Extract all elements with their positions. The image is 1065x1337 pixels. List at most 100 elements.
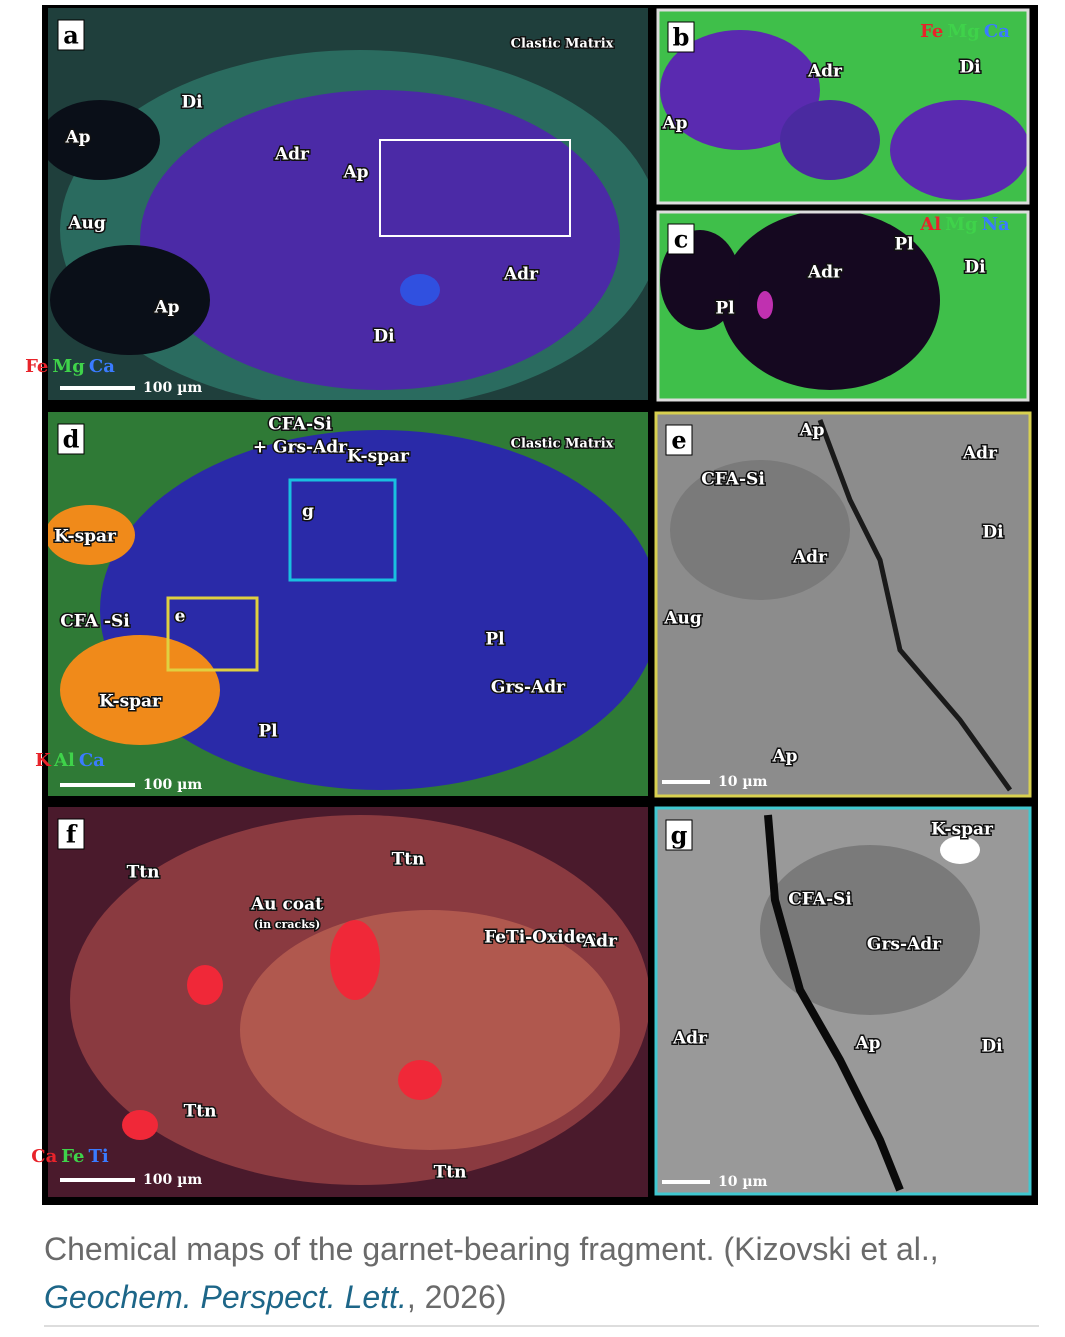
texture [50,245,210,355]
panel-image [48,807,648,1197]
legend-item: K [35,750,52,771]
label: Adr [274,145,310,165]
panel-letter: b [673,23,690,52]
panel-border [656,210,1030,402]
label: CFA-Si [788,890,852,910]
texture [100,430,648,790]
label: e [175,607,186,627]
label: + Grs-Adr [253,438,348,458]
texture [60,635,220,745]
letter-box [57,19,85,51]
journal: Geochem. Perspect. Lett. [44,1279,407,1315]
legend: Fe Mg Ca [25,356,115,377]
texture [166,596,259,672]
caption: Chemical maps of the garnet-bearing frag… [44,1225,1004,1321]
panel-border [654,411,1032,798]
texture [940,836,980,864]
label: K-spar [347,447,410,467]
letter-box [667,21,695,53]
label: Pl [715,299,735,319]
label: Pl [485,630,505,650]
label: Ap [854,1034,880,1054]
panel-border [656,8,1030,205]
texture [890,100,1028,200]
panel: a Clastic Matrix Di Ap Adr Ap Aug Adr Ap Di Fe Mg Ca… [25,8,648,400]
texture [660,30,820,150]
legend-item: Mg [945,214,978,235]
letter-box [667,223,695,255]
legend: K Al Ca [35,750,105,771]
label: K-spar [99,692,162,712]
scale-label: 100 µm [143,1172,202,1188]
texture [764,814,904,1192]
texture [330,920,380,1000]
letter-box [665,424,693,456]
label: (in cracks) [254,918,321,931]
label: Aug [663,609,702,629]
label: Clastic Matrix [511,37,614,52]
legend-item: Ca [984,21,1010,42]
texture [288,478,397,582]
legend-item: Fe [920,21,943,42]
label: Ap [771,747,797,767]
label: Ap [798,421,824,441]
label: CFA -Si [60,612,130,632]
label: Ttn [392,850,425,870]
label: Au coat [250,895,323,915]
legend-item: Ca [31,1146,57,1167]
label: Di [373,327,395,347]
texture [398,1060,442,1100]
label: Ttn [127,863,160,883]
legend-item: Fe [25,356,48,377]
label: Adr [807,263,843,283]
legend-item: Al [919,214,941,235]
label: g [302,502,314,522]
panel-letter: f [66,820,78,849]
label: Di [981,1037,1003,1057]
texture [140,90,620,390]
label: Ap [342,163,368,183]
texture [780,100,880,180]
panel: b Adr Di Ap Fe Mg Ca [656,8,1030,205]
label: Ap [64,128,90,148]
texture [670,460,850,600]
legend-item: Mg [52,356,85,377]
texture [817,419,1013,792]
label: CFA-Si [268,415,332,435]
texture [660,230,740,330]
letter-box [57,818,85,850]
panel-image [656,413,1030,796]
scale-label: 100 µm [143,777,202,793]
letter-box [57,423,85,455]
texture [400,274,440,306]
label: Di [959,58,981,78]
label: Adr [672,1029,708,1049]
panel-letter: e [671,426,686,455]
texture [379,139,571,237]
label: Clastic Matrix [511,437,614,452]
texture [757,291,773,319]
divider [44,1325,1039,1327]
label: Grs-Adr [867,935,942,955]
label: Pl [258,722,278,742]
scale-label: 10 µm [718,1174,768,1190]
label: Ap [661,114,687,134]
label: Pl [894,235,914,255]
texture [48,505,135,565]
scale-label: 100 µm [143,380,202,396]
panel: g K-spar CFA-Si Grs-Adr Adr Ap Di 10 µm [654,806,1032,1196]
label: FeTi-Oxides [484,928,596,948]
label: Adr [582,932,618,952]
panel-image [656,808,1030,1194]
label: CFA-Si [701,470,765,490]
letter-box [665,819,693,851]
panel-border [654,806,1032,1196]
texture [48,100,160,180]
label: Grs-Adr [491,678,566,698]
label: Adr [503,265,539,285]
